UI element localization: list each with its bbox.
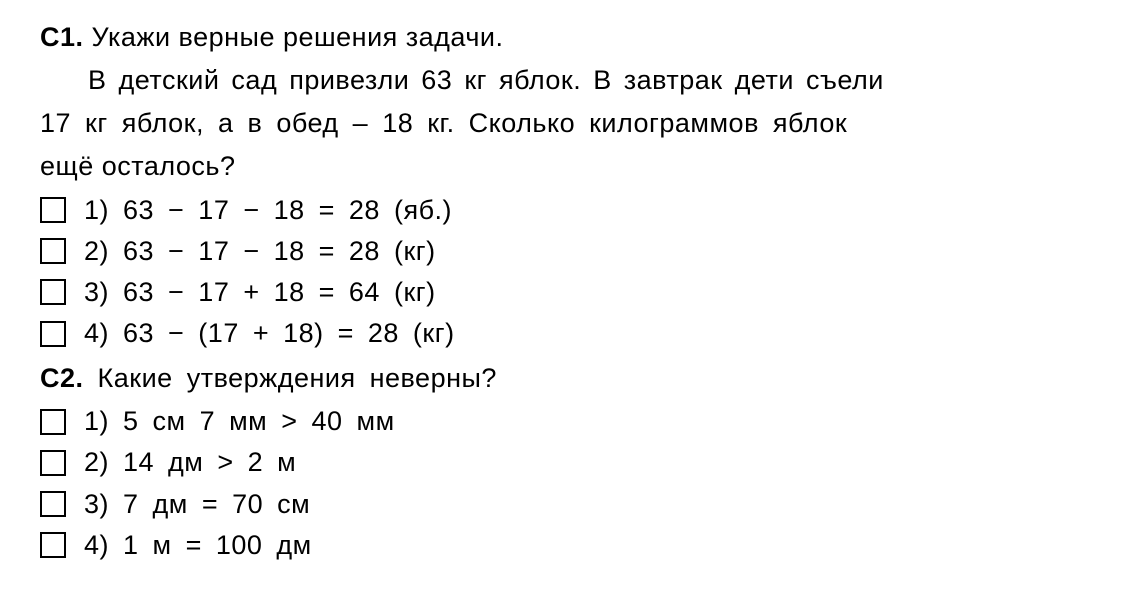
q1-option-2: 2) 63 − 17 − 18 = 28 (кг)	[40, 232, 1099, 271]
q1-prompt-line: С1. Укажи верные решения задачи.	[40, 18, 1099, 57]
q2-option-1-text: 1) 5 см 7 мм > 40 мм	[84, 402, 395, 441]
q1-option-3: 3) 63 − 17 + 18 = 64 (кг)	[40, 273, 1099, 312]
q2-prompt-line: С2. Какие утверждения неверны?	[40, 359, 1099, 398]
q1-problem-line3: ещё осталось?	[40, 147, 1099, 186]
q1-option-2-text: 2) 63 − 17 − 18 = 28 (кг)	[84, 232, 436, 271]
q2-option-3: 3) 7 дм = 70 см	[40, 485, 1099, 524]
q1-problem-line1: В детский сад привезли 63 кг яблок. В за…	[40, 61, 1099, 100]
q1-label: С1.	[40, 22, 84, 52]
q1-option-3-text: 3) 63 − 17 + 18 = 64 (кг)	[84, 273, 436, 312]
q2-option-2-text: 2) 14 дм > 2 м	[84, 443, 296, 482]
checkbox-icon[interactable]	[40, 321, 66, 347]
checkbox-icon[interactable]	[40, 279, 66, 305]
checkbox-icon[interactable]	[40, 238, 66, 264]
checkbox-icon[interactable]	[40, 491, 66, 517]
q1-option-1-text: 1) 63 − 17 − 18 = 28 (яб.)	[84, 191, 452, 230]
worksheet-page: С1. Укажи верные решения задачи. В детск…	[0, 0, 1127, 585]
checkbox-icon[interactable]	[40, 197, 66, 223]
q1-option-1: 1) 63 − 17 − 18 = 28 (яб.)	[40, 191, 1099, 230]
q1-option-4-text: 4) 63 − (17 + 18) = 28 (кг)	[84, 314, 455, 353]
q2-option-1: 1) 5 см 7 мм > 40 мм	[40, 402, 1099, 441]
q2-option-3-text: 3) 7 дм = 70 см	[84, 485, 310, 524]
q2-option-2: 2) 14 дм > 2 м	[40, 443, 1099, 482]
checkbox-icon[interactable]	[40, 409, 66, 435]
q2-prompt: Какие утверждения неверны?	[98, 363, 497, 393]
checkbox-icon[interactable]	[40, 532, 66, 558]
q2-option-4: 4) 1 м = 100 дм	[40, 526, 1099, 565]
q2-option-4-text: 4) 1 м = 100 дм	[84, 526, 312, 565]
checkbox-icon[interactable]	[40, 450, 66, 476]
q2-label: С2.	[40, 363, 84, 393]
q1-option-4: 4) 63 − (17 + 18) = 28 (кг)	[40, 314, 1099, 353]
q1-problem-line2: 17 кг яблок, а в обед – 18 кг. Сколько к…	[40, 104, 1099, 143]
q1-prompt: Укажи верные решения задачи.	[92, 22, 504, 52]
